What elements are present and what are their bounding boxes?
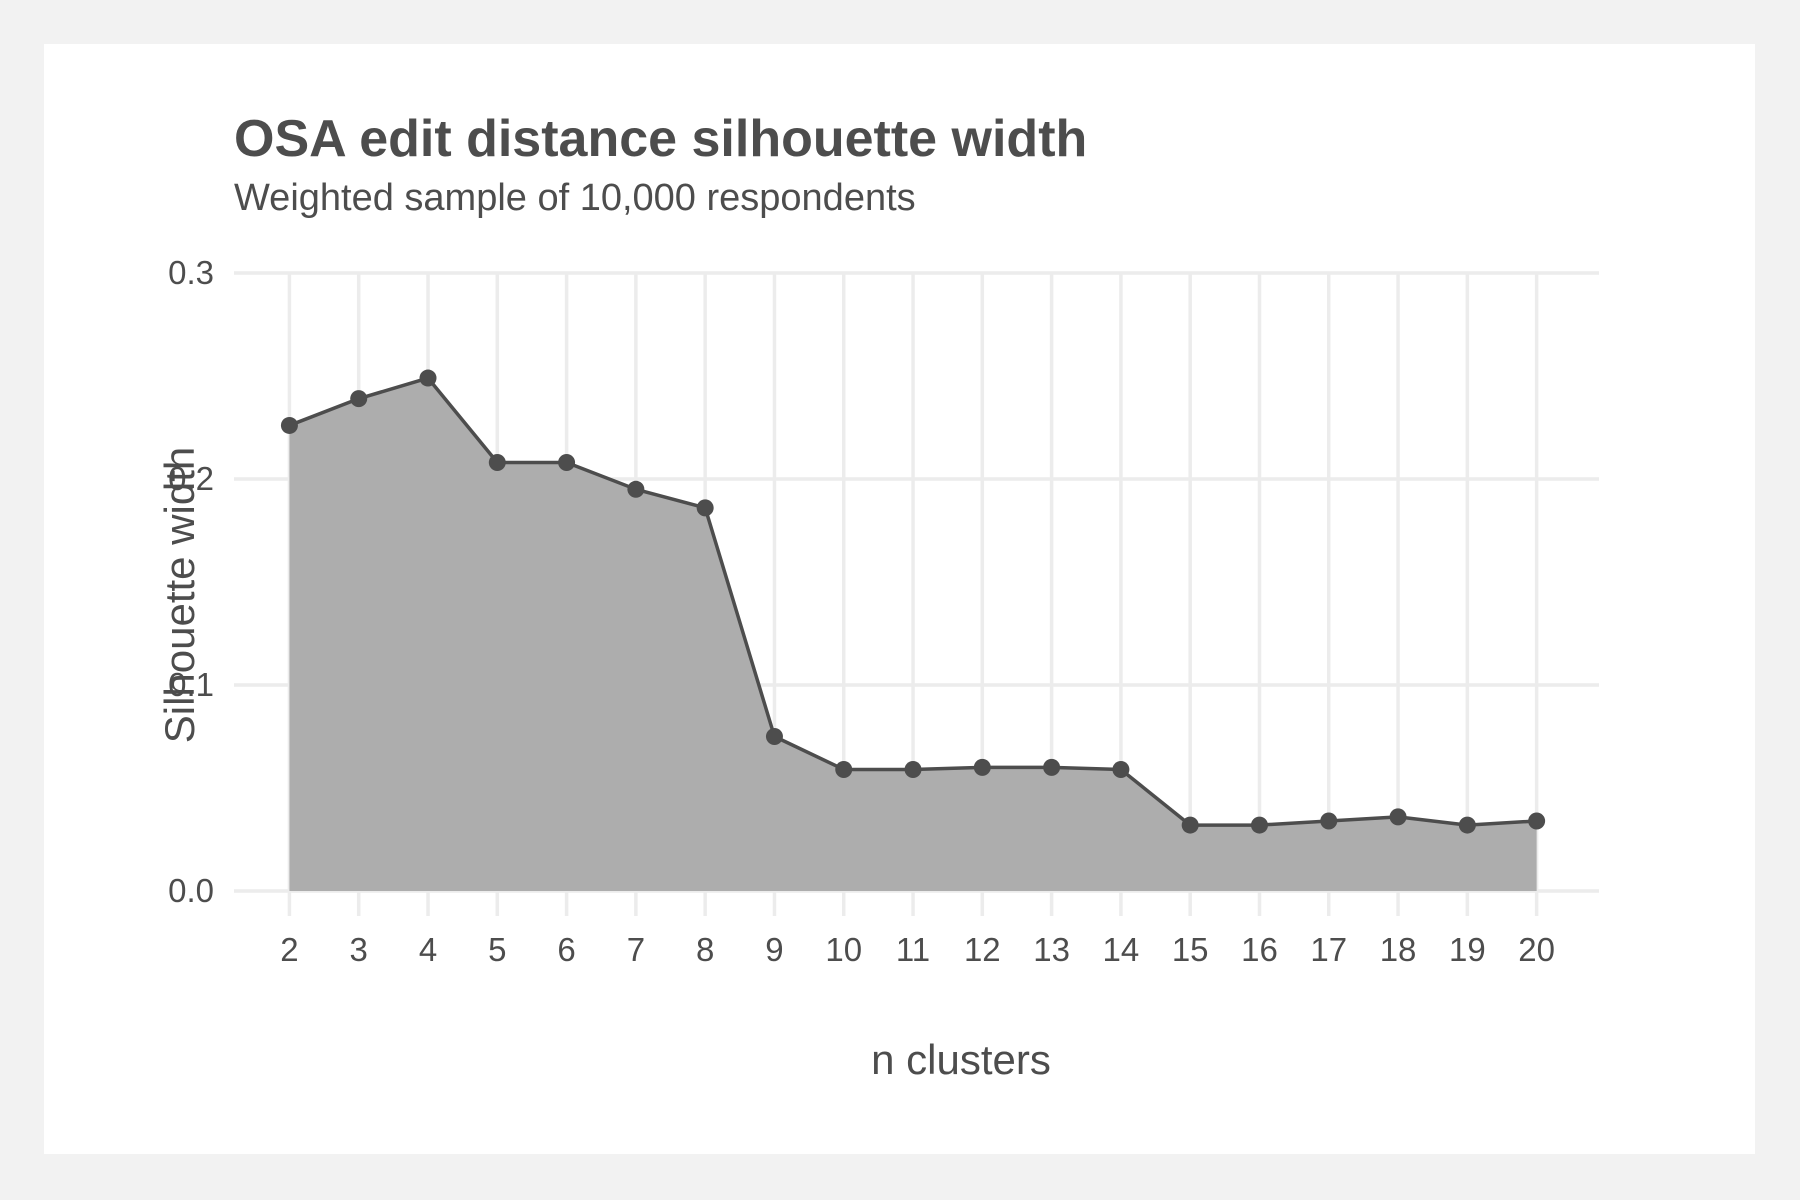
data-point <box>627 480 645 498</box>
data-point <box>1320 812 1338 830</box>
x-tick-label: 20 <box>1518 931 1555 968</box>
y-tick-label: 0.2 <box>168 460 214 497</box>
x-tick-label: 10 <box>825 931 862 968</box>
x-tick-label: 15 <box>1172 931 1209 968</box>
y-tick-label: 0.3 <box>168 254 214 291</box>
y-axis-title: Silhouette width <box>156 447 203 744</box>
data-point <box>1458 816 1476 834</box>
silhouette-area-chart: OSA edit distance silhouette width Weigh… <box>156 110 1599 1083</box>
x-tick-label: 4 <box>419 931 437 968</box>
data-point <box>1043 758 1061 776</box>
area-fill <box>289 378 1537 891</box>
data-point <box>1181 816 1199 834</box>
x-axis-title: n clusters <box>871 1036 1051 1083</box>
x-tick-label: 17 <box>1310 931 1347 968</box>
data-point <box>558 454 576 472</box>
data-point <box>1250 816 1268 834</box>
data-point <box>488 454 506 472</box>
data-point <box>1528 812 1546 830</box>
x-tick-label: 8 <box>696 931 714 968</box>
data-point <box>696 499 714 517</box>
data-point <box>350 390 368 408</box>
x-tick-label: 13 <box>1033 931 1070 968</box>
x-tick-label: 6 <box>557 931 575 968</box>
x-tick-label: 19 <box>1449 931 1486 968</box>
data-point <box>1389 808 1407 826</box>
y-tick-label: 0.0 <box>168 872 214 909</box>
x-tick-label: 16 <box>1241 931 1278 968</box>
x-tick-label: 12 <box>964 931 1001 968</box>
data-point <box>419 369 437 387</box>
x-tick-label: 7 <box>627 931 645 968</box>
x-tick-labels: 2 3 4 5 6 7 8 9 10 11 12 13 14 15 16 17 18 19 20 <box>280 931 1555 968</box>
data-point <box>904 760 922 778</box>
x-tick-label: 11 <box>896 931 930 968</box>
data-point <box>765 728 783 745</box>
y-tick-label: 0.1 <box>168 666 214 703</box>
x-tick-label: 5 <box>488 931 506 968</box>
x-tick-label: 9 <box>765 931 783 968</box>
x-tick-label: 14 <box>1103 931 1140 968</box>
area-layer <box>289 378 1537 891</box>
y-tick-labels: 0.0 0.1 0.2 0.3 <box>168 254 214 909</box>
data-point <box>1112 760 1130 778</box>
data-point <box>973 758 991 776</box>
points-layer <box>280 369 1546 834</box>
x-tick-label: 18 <box>1380 931 1417 968</box>
chart-subtitle: Weighted sample of 10,000 respondents <box>234 177 916 219</box>
data-point <box>280 416 298 434</box>
chart-title: OSA edit distance silhouette width <box>234 110 1087 168</box>
data-point <box>835 760 853 778</box>
x-tick-label: 2 <box>280 931 298 968</box>
chart-panel: OSA edit distance silhouette width Weigh… <box>44 44 1755 1154</box>
x-tick-label: 3 <box>350 931 368 968</box>
